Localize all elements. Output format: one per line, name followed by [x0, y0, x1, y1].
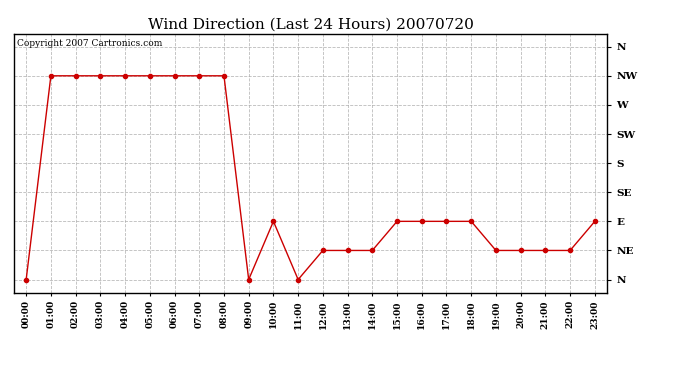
Title: Wind Direction (Last 24 Hours) 20070720: Wind Direction (Last 24 Hours) 20070720	[148, 17, 473, 31]
Text: Copyright 2007 Cartronics.com: Copyright 2007 Cartronics.com	[17, 39, 162, 48]
